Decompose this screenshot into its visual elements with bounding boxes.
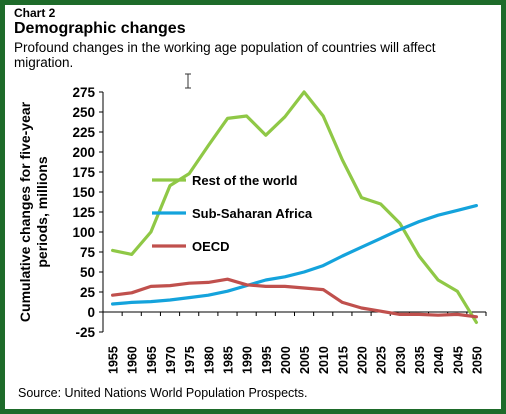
legend: Rest of the world Sub-Saharan Africa OECD [152, 173, 313, 254]
chart-number-label: Chart 2 [14, 6, 56, 20]
y-tick-label: 100 [72, 225, 95, 240]
x-tick-label: 2020 [356, 346, 370, 374]
x-tick-label: 2025 [375, 346, 389, 374]
x-tick-label: 2015 [336, 346, 350, 374]
x-tick-label: 1965 [145, 346, 159, 374]
y-tick-label: 75 [80, 245, 96, 260]
y-tick-label: 225 [72, 125, 95, 140]
x-tick-label: 2045 [451, 346, 465, 374]
series-line-sub-saharan-africa [110, 204, 478, 306]
y-tick-label: 275 [72, 85, 95, 100]
x-tick-label: 1975 [183, 346, 197, 374]
legend-label: OECD [192, 239, 230, 254]
text-cursor-icon [185, 73, 191, 89]
series-line-rest-of-the-world [110, 90, 478, 324]
legend-label: Rest of the world [192, 173, 298, 188]
x-tick-label: 2010 [317, 346, 331, 374]
series-line-oecd [110, 277, 478, 319]
x-tick-label: 1970 [164, 346, 178, 374]
x-tick-label: 2005 [298, 346, 312, 374]
axes: -25 0 25 50 75 100 125 150 175 200 225 250 275 1955 19… [17, 85, 487, 374]
series-layer [110, 90, 478, 324]
y-axis-title: Cumulative changes for five-yearperiods,… [17, 101, 50, 322]
y-tick-label: 150 [72, 185, 95, 200]
x-tick-label: 1990 [241, 346, 255, 374]
y-tick-label: 50 [80, 265, 95, 280]
x-tick-label: 2030 [394, 346, 408, 374]
x-tick-label: 1960 [126, 346, 140, 374]
y-tick-label: -25 [75, 325, 95, 340]
x-tick-label: 1955 [107, 346, 121, 374]
y-tick-label: 250 [72, 105, 95, 120]
chart-subtitle: Profound changes in the working age popu… [14, 40, 436, 70]
y-tick-label: 125 [72, 205, 95, 220]
x-tick-label: 2000 [279, 346, 293, 374]
y-tick-label: 25 [80, 285, 96, 300]
x-tick-label: 1980 [202, 346, 216, 374]
legend-label: Sub-Saharan Africa [192, 206, 313, 221]
y-tick-label: 200 [72, 145, 95, 160]
y-tick-label: 0 [87, 305, 95, 320]
x-tick-label: 1995 [260, 346, 274, 374]
x-tick-label: 1985 [221, 346, 235, 374]
source-note: Source: United Nations World Population … [18, 386, 308, 400]
chart-title: Demographic changes [14, 20, 186, 37]
x-tick-label: 2035 [413, 346, 427, 374]
x-tick-label: 2040 [432, 346, 446, 374]
x-tick-label: 2050 [470, 346, 484, 374]
y-tick-label: 175 [72, 165, 95, 180]
